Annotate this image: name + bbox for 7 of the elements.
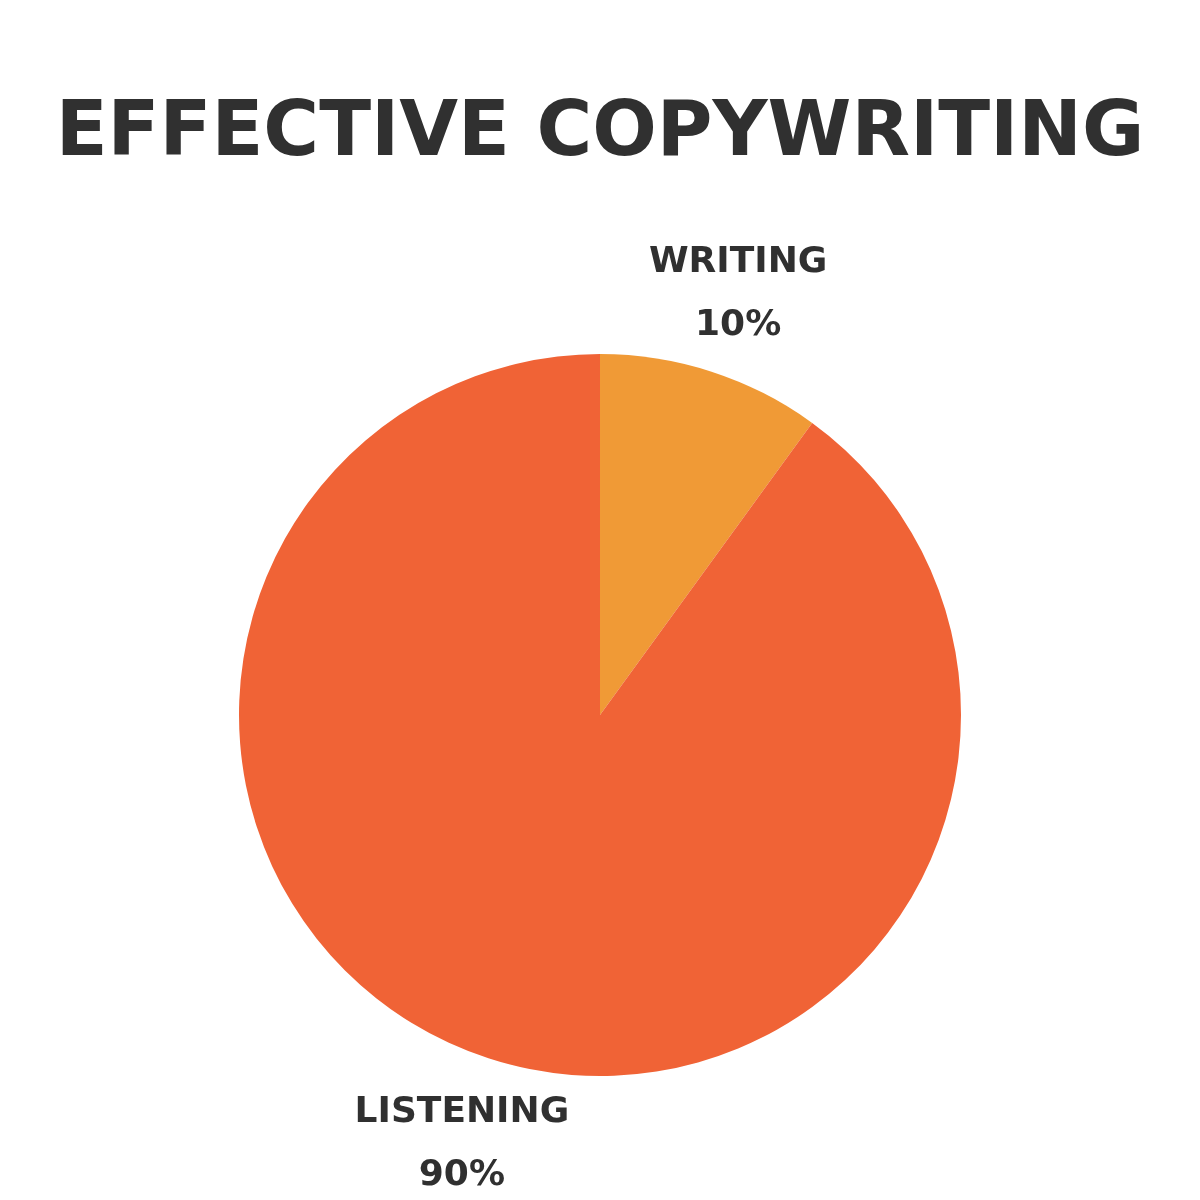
pie-slice — [600, 354, 813, 715]
slice-label: LISTENING — [354, 1089, 570, 1131]
data-label: 90% — [418, 1152, 505, 1194]
pie-slice — [239, 354, 961, 1076]
chart-title: EFFECTIVE COPYWRITING — [55, 84, 1145, 173]
slice-label: WRITING — [648, 238, 828, 280]
data-label: 10% — [695, 301, 782, 343]
